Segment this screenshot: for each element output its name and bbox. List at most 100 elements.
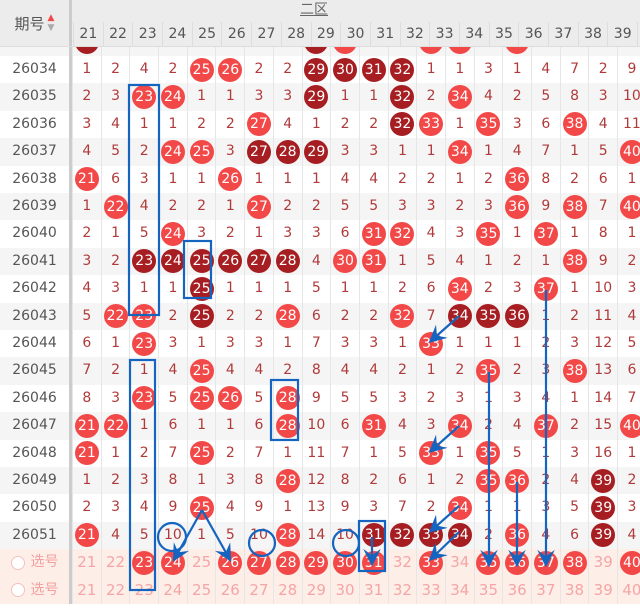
miss-count-cell: 1 (272, 275, 302, 303)
miss-count-cell: 3 (358, 494, 388, 522)
number-cell[interactable]: 32 (387, 549, 417, 577)
select-row-toggle[interactable]: 选号 (0, 549, 72, 577)
hit-ball[interactable]: 23 (132, 550, 157, 575)
miss-count-cell: 1 (531, 302, 560, 330)
radio-icon[interactable] (10, 583, 25, 598)
miss-count-cell: 1 (100, 439, 130, 467)
hit-cell: 25 (186, 384, 216, 413)
miss-count-cell: 3 (473, 193, 503, 221)
miss-count-cell: 11 (301, 439, 331, 467)
number-cell[interactable]: 38 (559, 576, 589, 604)
number-cell[interactable]: 39 (588, 549, 617, 577)
number-cell[interactable]: 25 (186, 576, 216, 604)
hit-ball[interactable]: 30 (333, 550, 358, 575)
table-row: 26044 6 1 23 3 1 3 3 1 7 3 3 1 33 1 1 1 2 3 12 5 (0, 330, 640, 358)
number-cell[interactable]: 24 (158, 576, 187, 604)
hit-ball[interactable]: 26 (218, 550, 243, 575)
miss-count-cell: 3 (215, 330, 244, 358)
hit-ball[interactable]: 37 (533, 550, 558, 575)
hit-ball[interactable]: 38 (562, 550, 587, 575)
miss-count-cell: 2 (72, 494, 101, 522)
sort-down-icon[interactable]: ▼ (47, 23, 55, 33)
miss-count-cell: 7 (330, 439, 359, 467)
hit-ball: 28 (275, 386, 300, 411)
miss-count-cell: 2 (330, 110, 359, 139)
hit-ball[interactable]: 24 (160, 550, 185, 575)
miss-count-cell: 3 (100, 494, 130, 522)
radio-icon[interactable] (10, 555, 25, 570)
miss-count-cell: 1 (444, 56, 474, 84)
miss-count-cell: 7 (617, 384, 640, 413)
number-cell[interactable]: 28 (272, 576, 302, 604)
hit-cell[interactable]: 40 (617, 549, 640, 577)
miss-count-cell: 7 (72, 357, 101, 385)
miss-count-cell: 3 (358, 138, 388, 166)
sort-icon[interactable]: ▲ ▼ (48, 13, 55, 33)
hit-cell: 30 (330, 247, 359, 276)
hit-cell[interactable]: 37 (531, 549, 560, 577)
miss-count-cell: 3 (531, 494, 560, 522)
miss-count-cell: 1 (100, 220, 130, 248)
repeat-hit-ball: 35 (476, 304, 501, 329)
table-row: 26037 4 5 2 24 25 3 27 28 29 3 3 1 1 34 1 4 7 1 5 40 (0, 138, 640, 166)
number-cell[interactable]: 30 (330, 576, 359, 604)
hit-cell: 36 (502, 193, 531, 221)
hit-cell: 28 (272, 138, 302, 166)
hit-ball[interactable]: 28 (275, 550, 300, 575)
number-cell[interactable]: 22 (100, 549, 130, 577)
number-cell[interactable]: 25 (186, 549, 216, 577)
number-cell[interactable]: 23 (129, 576, 158, 604)
sort-up-icon[interactable]: ▲ (47, 13, 55, 23)
hit-ball[interactable]: 35 (476, 550, 501, 575)
hit-ball[interactable]: 33 (419, 550, 444, 575)
miss-count-cell: 2 (502, 357, 531, 385)
miss-count-cell: 2 (473, 521, 503, 550)
hit-cell[interactable]: 36 (502, 549, 531, 577)
miss-count-cell: 12 (588, 330, 617, 358)
hit-ball[interactable]: 31 (361, 550, 386, 575)
number-cell[interactable]: 34 (444, 576, 474, 604)
hit-cell[interactable]: 26 (215, 549, 244, 577)
hit-cell[interactable]: 29 (301, 549, 331, 577)
hit-ball[interactable]: 36 (505, 550, 530, 575)
hit-cell[interactable]: 23 (129, 549, 158, 577)
miss-count-cell: 1 (444, 330, 474, 358)
number-cell[interactable]: 26 (215, 576, 244, 604)
hit-cell[interactable]: 35 (473, 549, 503, 577)
number-cell[interactable]: 31 (358, 576, 388, 604)
hit-cell[interactable]: 27 (244, 549, 273, 577)
hit-cell[interactable]: 33 (416, 549, 445, 577)
hit-ball[interactable]: 40 (619, 550, 640, 575)
hit-cell[interactable]: 38 (559, 549, 589, 577)
hit-ball[interactable]: 29 (304, 550, 329, 575)
hit-cell: 32 (387, 220, 417, 248)
number-cell[interactable]: 40 (617, 576, 640, 604)
hit-ball: 36 (505, 523, 530, 548)
miss-count-cell: 1 (387, 247, 417, 276)
number-cell[interactable]: 21 (72, 576, 101, 604)
number-cell[interactable]: 29 (301, 576, 331, 604)
hit-cell[interactable]: 28 (272, 549, 302, 577)
number-cell[interactable]: 34 (444, 549, 474, 577)
period-column-header[interactable]: 期号 ▲ ▼ (0, 0, 72, 46)
miss-count-cell: 2 (559, 165, 589, 193)
number-cell[interactable]: 32 (387, 576, 417, 604)
number-cell[interactable]: 22 (100, 576, 130, 604)
hit-cell[interactable]: 24 (158, 549, 187, 577)
number-cell[interactable]: 33 (416, 576, 445, 604)
hit-ball: 31 (361, 413, 386, 438)
number-cell[interactable]: 27 (244, 576, 273, 604)
hit-cell[interactable]: 31 (358, 549, 388, 577)
miss-count-cell: 5 (158, 384, 187, 413)
number-cell[interactable]: 39 (588, 576, 617, 604)
number-cell[interactable]: 36 (502, 576, 531, 604)
number-cell[interactable]: 37 (531, 576, 560, 604)
miss-count-cell: 3 (531, 357, 560, 385)
hit-ball[interactable]: 27 (246, 550, 271, 575)
number-cell[interactable]: 35 (473, 576, 503, 604)
hit-cell: 32 (387, 83, 417, 111)
number-cell[interactable]: 21 (72, 549, 101, 577)
select-row-toggle[interactable]: 选号 (0, 576, 72, 604)
hit-cell[interactable]: 30 (330, 549, 359, 577)
miss-count-cell: 1 (473, 138, 503, 166)
